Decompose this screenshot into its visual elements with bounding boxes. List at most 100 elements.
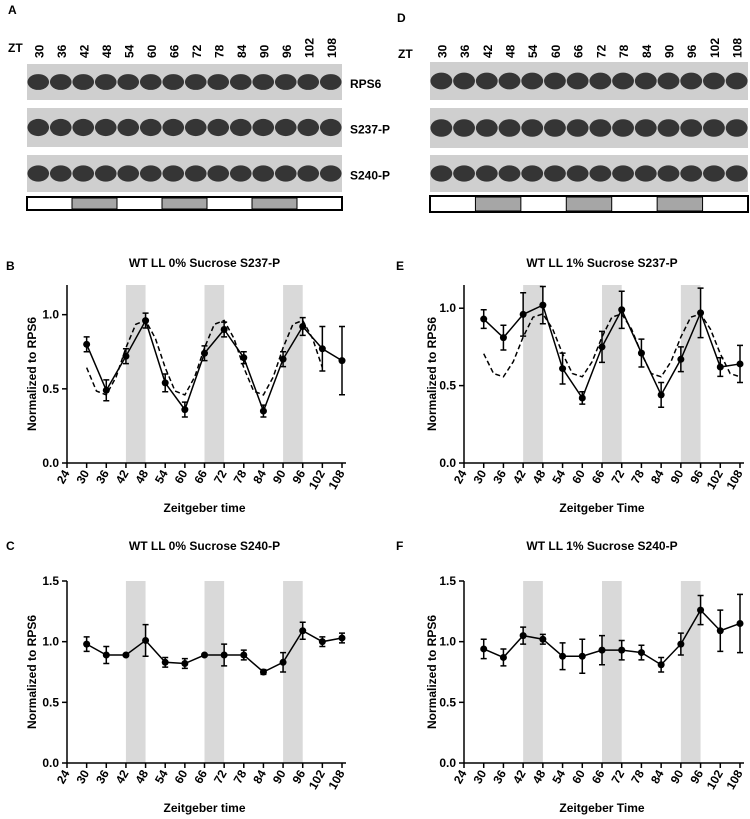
blot-band [634, 119, 657, 137]
blot-band [229, 165, 252, 182]
blot-band [453, 119, 475, 137]
x-tick-label: 30 [471, 767, 490, 786]
blot-band [27, 118, 50, 137]
data-point [161, 658, 169, 666]
x-tick-label: 96 [290, 467, 309, 486]
lane-label: 54 [122, 44, 136, 58]
x-tick-label: 42 [113, 767, 132, 786]
data-point [539, 301, 547, 309]
blot-band [207, 74, 230, 90]
x-tick-label: 108 [723, 767, 745, 792]
lane-label: 84 [640, 44, 654, 58]
lane-label: 66 [572, 44, 586, 58]
x-axis-label: Zeitgeber time [163, 501, 245, 515]
data-point [102, 386, 110, 394]
x-tick-label: 30 [73, 767, 92, 786]
panel-letter: B [6, 259, 15, 273]
data-point [519, 310, 527, 318]
x-tick-label: 24 [54, 767, 73, 786]
blot-band [680, 119, 703, 137]
y-tick-label: 1.0 [42, 308, 59, 322]
blot-band [319, 165, 342, 182]
blot-band [430, 72, 453, 90]
x-tick-label: 24 [451, 767, 470, 786]
blot-band [680, 72, 703, 90]
x-tick-label: 42 [510, 467, 529, 486]
x-tick-label: 66 [191, 767, 210, 786]
data-point [677, 640, 685, 648]
data-point [338, 357, 346, 365]
blot-band [612, 119, 634, 137]
y-tick-label: 0.0 [42, 456, 59, 470]
y-tick-label: 0.0 [42, 756, 59, 770]
data-point [122, 651, 130, 659]
x-tick-label: 48 [132, 467, 151, 486]
x-tick-label: 42 [510, 767, 529, 786]
blot-band [94, 74, 117, 90]
lane-label: 54 [526, 44, 540, 58]
x-tick-label: 72 [211, 767, 230, 786]
dark-phase [565, 196, 613, 212]
series-line [85, 318, 343, 414]
blot-band [207, 118, 230, 137]
data-point [499, 653, 507, 661]
x-tick-label: 78 [231, 767, 250, 786]
shaded-band [523, 581, 543, 763]
blot-band [521, 72, 544, 90]
y-axis-label: Normalized to RPS6 [425, 615, 439, 729]
data-point [240, 354, 248, 362]
blot-band [566, 119, 589, 137]
x-tick-label: 60 [569, 467, 588, 486]
x-tick-label: 48 [530, 767, 549, 786]
x-tick-label: 72 [211, 467, 230, 486]
y-tick-label: 0.0 [439, 456, 456, 470]
x-tick-label: 24 [451, 467, 470, 486]
x-tick-label: 30 [73, 467, 92, 486]
series-line [483, 304, 741, 400]
row-label: RPS6 [350, 77, 382, 91]
lane-label: 96 [280, 44, 294, 58]
blot-band [117, 74, 140, 90]
lane-label: 48 [504, 44, 518, 58]
data-point [201, 349, 208, 357]
x-tick-label: 24 [54, 467, 73, 486]
blot-band [297, 118, 320, 137]
blot-band [72, 74, 95, 90]
lane-label: 36 [458, 44, 472, 58]
lane-label: 90 [663, 44, 677, 58]
x-tick-label: 102 [704, 467, 726, 492]
data-point [499, 334, 507, 342]
x-tick-label: 36 [490, 467, 509, 486]
blot-band [184, 165, 207, 182]
data-point [181, 660, 189, 668]
blot-band [544, 165, 566, 182]
blot-band [252, 74, 275, 90]
blot-band [94, 118, 117, 137]
blot-band [453, 72, 475, 90]
lane-label: 84 [235, 44, 249, 58]
dark-phase [656, 196, 704, 212]
blot-band [252, 165, 275, 182]
blot-band [498, 119, 521, 137]
lane-label: 48 [100, 44, 114, 58]
blot-band [117, 165, 140, 182]
x-tick-label: 36 [490, 767, 509, 786]
y-tick-label: 1.5 [42, 574, 59, 588]
chart-title: WT LL 1% Sucrose S240-P [526, 539, 677, 553]
x-tick-label: 48 [530, 467, 549, 486]
panel-letter: F [396, 539, 403, 553]
shaded-band [204, 581, 225, 763]
lane-label: 36 [55, 44, 69, 58]
data-point [539, 635, 547, 643]
data-point [220, 326, 228, 333]
data-point [279, 355, 287, 363]
blot-band [544, 119, 566, 137]
data-point [559, 365, 567, 373]
data-point [299, 323, 307, 331]
blot-band [657, 72, 680, 90]
data-point [598, 646, 606, 654]
y-axis-label: Normalized to RPS6 [25, 615, 39, 729]
data-point [122, 352, 130, 360]
x-tick-label: 48 [132, 767, 151, 786]
blot-band [139, 118, 162, 137]
